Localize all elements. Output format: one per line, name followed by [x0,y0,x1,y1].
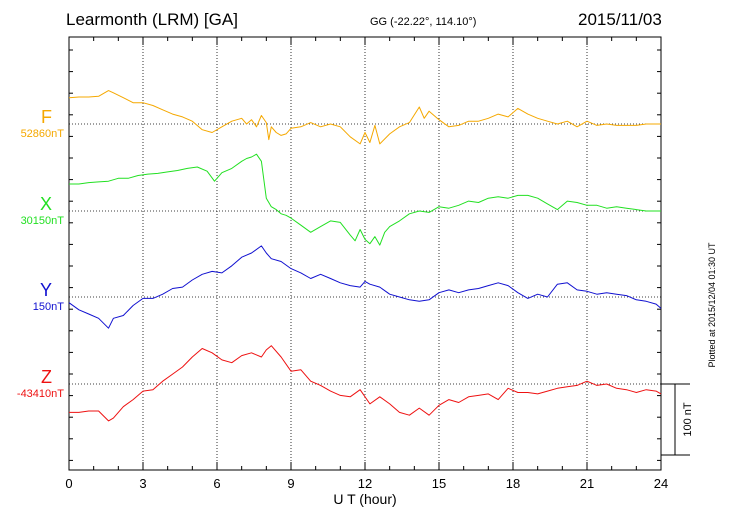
series-baseline: 30150nT [20,215,64,227]
series-name: X [39,194,52,214]
series-label-z: Z -43410nT [0,367,64,400]
series-label-x: X 30150nT [0,194,64,227]
x-tick-label: 3 [139,476,146,491]
series-name: Z [41,367,52,387]
x-tick-label: 9 [287,476,294,491]
series-line-z [69,345,662,422]
series-label-y: Y 150nT [0,280,64,313]
x-tick-label: 24 [654,476,668,491]
station-coordinates: GG (-22.22°, 114.10°) [370,16,477,28]
series-baseline: 52860nT [20,128,64,140]
series-baseline: -43410nT [16,388,64,400]
series-line-f [68,90,661,145]
series-name: F [41,107,52,127]
x-tick-label: 18 [506,476,520,491]
x-tick-label: 15 [432,476,446,491]
series-baseline: 150nT [32,301,64,313]
chart-date: 2015/11/03 [578,10,662,29]
series-name: Y [39,280,52,300]
series-line-y [68,245,662,329]
x-tick-label: 12 [358,476,372,491]
scale-bar-label: 100 nT [682,402,694,437]
x-tick-label: 6 [213,476,220,491]
station-title: Learmonth (LRM) [GA] [66,10,238,29]
series-label-f: F 52860nT [0,107,64,140]
x-tick-label: 21 [580,476,594,491]
series-line-x [69,153,661,246]
x-axis-label: U T (hour) [333,491,396,507]
x-tick-label: 0 [65,476,72,491]
